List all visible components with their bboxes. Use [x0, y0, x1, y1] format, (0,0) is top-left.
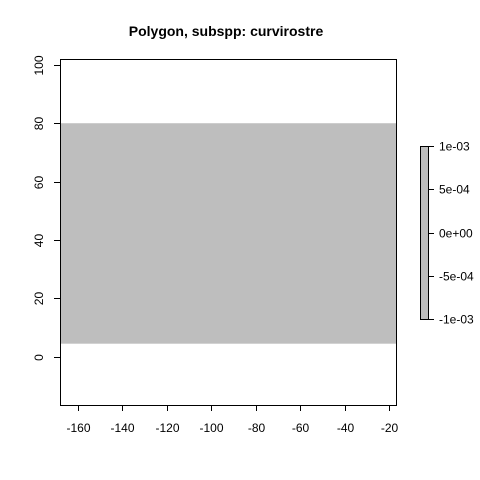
- x-tick-label: -20: [381, 421, 399, 435]
- legend-tick-label: 0e+00: [439, 227, 473, 241]
- y-tick-label: 40: [32, 234, 46, 248]
- x-tick-label: -160: [66, 421, 90, 435]
- plot-frame: [60, 59, 397, 406]
- x-tick-label: -80: [248, 421, 266, 435]
- x-tick-label: -40: [337, 421, 355, 435]
- y-tick-label: 60: [32, 176, 46, 190]
- chart-title: Polygon, subspp: curvirostre: [129, 23, 324, 39]
- legend-tick-label: -5e-04: [439, 270, 474, 284]
- legend-tick-label: 5e-04: [439, 183, 470, 197]
- legend-tick-label: 1e-03: [439, 140, 470, 154]
- polygon-fill: [60, 123, 396, 344]
- color-legend: 1e-03 5e-04 0e+00 -5e-04 -1e-03: [420, 140, 474, 327]
- x-tick-label: -60: [292, 421, 310, 435]
- y-tick-label: 80: [32, 117, 46, 131]
- y-tick-label: 100: [32, 55, 46, 75]
- legend-color-bar: [420, 146, 429, 320]
- legend-tick-label: -1e-03: [439, 313, 474, 327]
- y-axis: 0 20 40 60 80 100: [32, 55, 60, 361]
- y-tick-label: 0: [32, 354, 46, 361]
- x-tick-label: -140: [110, 421, 134, 435]
- x-axis: -160 -140 -120 -100 -80 -60 -40 -20: [66, 405, 398, 435]
- x-tick-label: -120: [155, 421, 179, 435]
- x-tick-label: -100: [199, 421, 223, 435]
- y-tick-label: 20: [32, 292, 46, 306]
- plot-area: [60, 59, 397, 406]
